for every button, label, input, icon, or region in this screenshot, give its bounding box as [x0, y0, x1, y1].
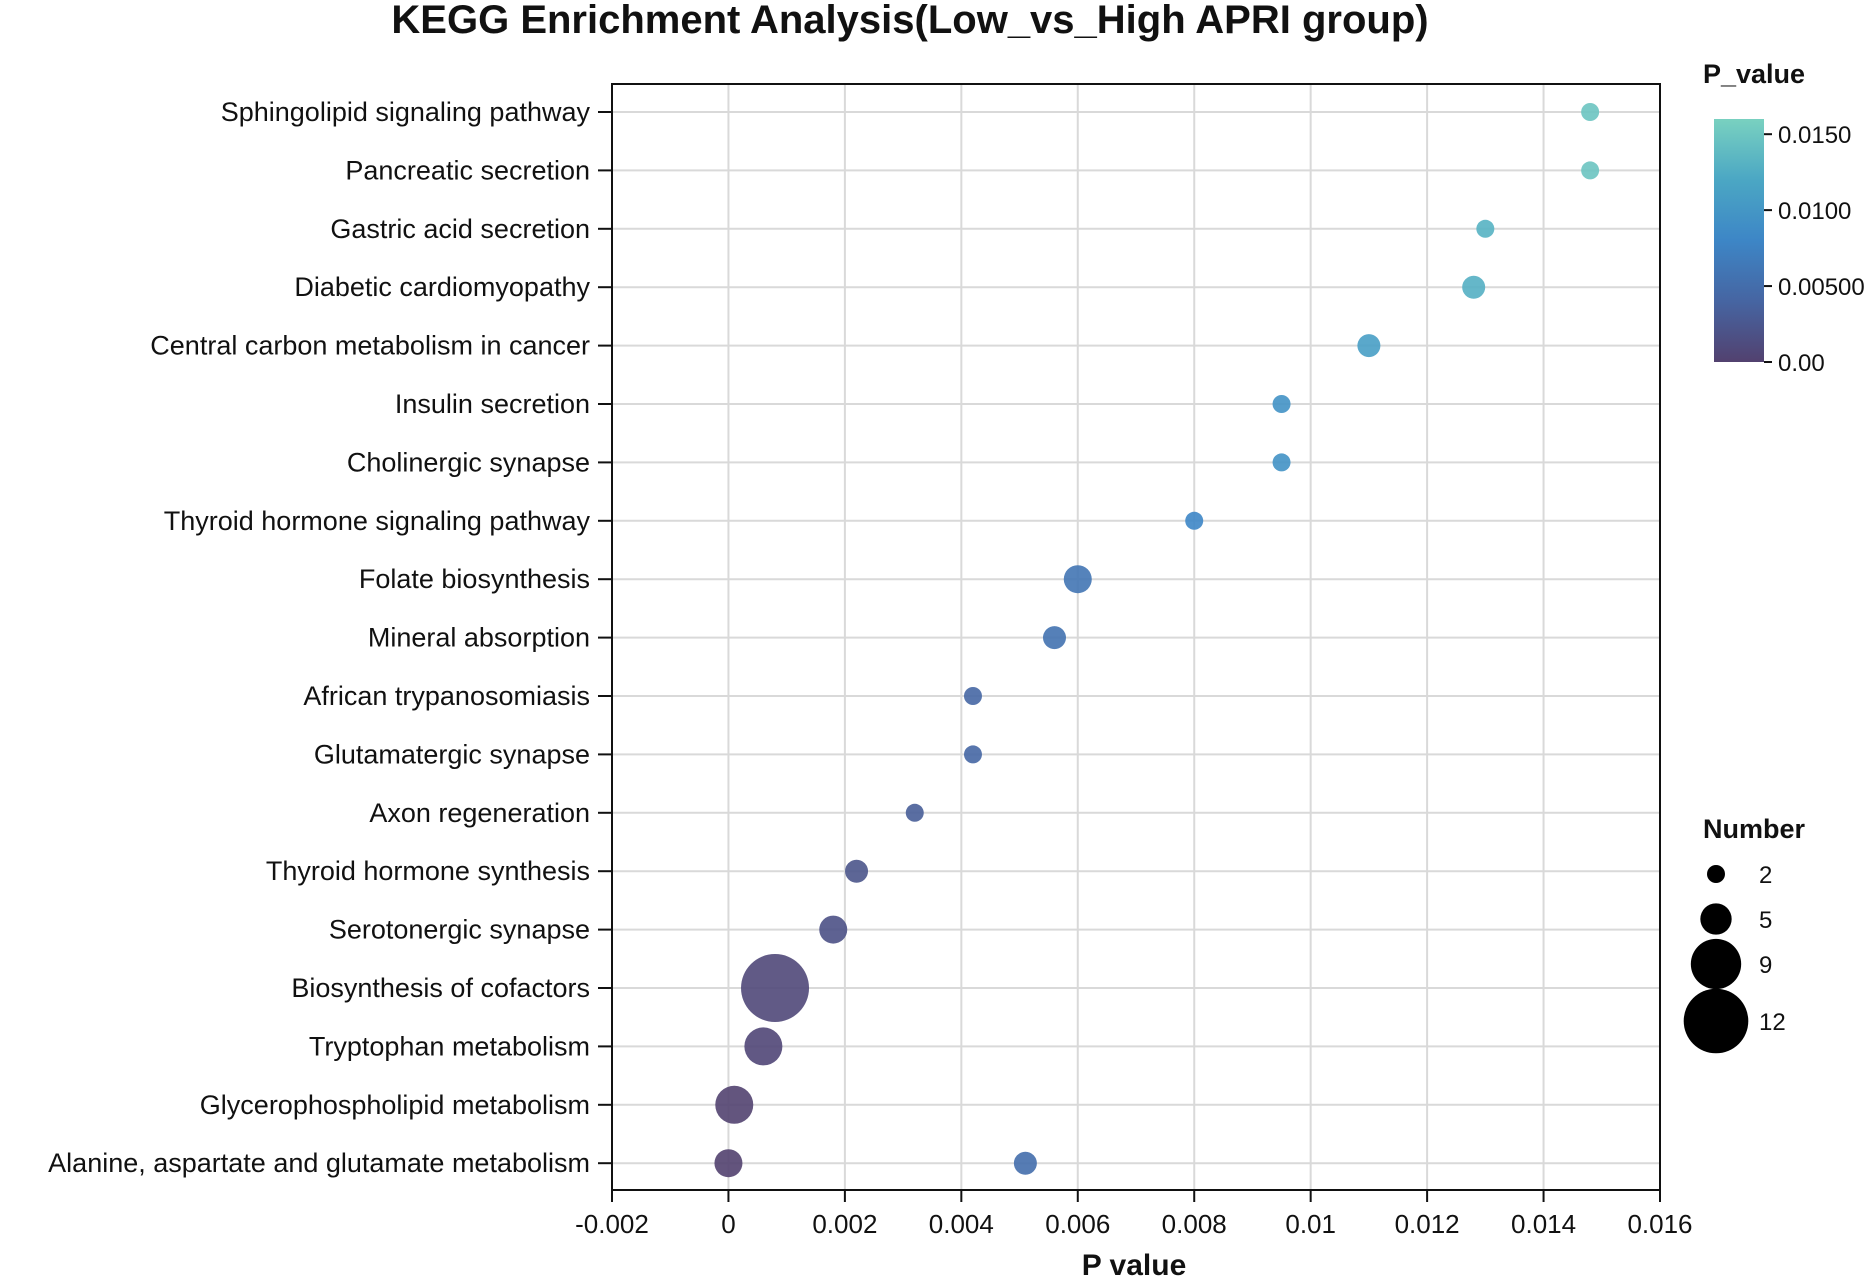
y-category-label: African trypanosomiasis — [303, 681, 590, 711]
y-category-label: Central carbon metabolism in cancer — [150, 331, 590, 361]
x-tick-label: 0.008 — [1162, 1209, 1227, 1239]
data-point — [1581, 103, 1600, 121]
y-category-label: Folate biosynthesis — [359, 564, 590, 594]
y-category-label: Thyroid hormone signaling pathway — [164, 506, 591, 536]
y-category-label: Cholinergic synapse — [347, 447, 590, 477]
color-legend-label: 0.0100 — [1778, 198, 1851, 225]
color-legend-bar — [1714, 119, 1764, 362]
data-point — [1042, 626, 1066, 650]
y-category-label: Insulin secretion — [395, 389, 590, 419]
data-point — [1063, 565, 1092, 594]
x-axis-title: P value — [1082, 1249, 1187, 1279]
size-legend-circle — [1707, 865, 1725, 883]
size-legend-circle — [1683, 988, 1749, 1054]
color-legend: P_value 0.0150 0.0100 0.00500 0.00 — [1703, 59, 1865, 377]
y-category-label: Thyroid hormone synthesis — [266, 856, 590, 886]
y-category-label: Glutamatergic synapse — [314, 739, 590, 769]
data-point — [1476, 219, 1495, 238]
x-tick-label: 0.01 — [1285, 1209, 1336, 1239]
color-legend-label: 0.00500 — [1778, 274, 1865, 301]
data-point — [845, 859, 869, 883]
data-point — [1272, 453, 1291, 472]
color-legend-label: 0.00 — [1778, 350, 1825, 377]
size-legend-label: 2 — [1759, 862, 1772, 889]
x-tick-label: 0.012 — [1395, 1209, 1460, 1239]
y-category-label: Diabetic cardiomyopathy — [294, 272, 590, 302]
x-tick-label: 0.006 — [1045, 1209, 1110, 1239]
y-category-label: Biosynthesis of cofactors — [291, 973, 590, 1003]
y-category-label: Tryptophan metabolism — [309, 1031, 590, 1061]
data-point — [1357, 334, 1381, 358]
y-category-label: Axon regeneration — [369, 798, 590, 828]
data-point — [819, 915, 848, 944]
x-tick-label: 0.014 — [1511, 1209, 1576, 1239]
data-point — [963, 745, 982, 764]
data-point — [1581, 161, 1600, 180]
y-category-label: Serotonergic synapse — [329, 915, 590, 945]
data-point — [744, 1027, 783, 1066]
data-point — [963, 687, 982, 705]
size-legend-title: Number — [1703, 814, 1806, 844]
size-legend-circle — [1700, 903, 1732, 935]
data-point — [905, 803, 924, 822]
y-category-label: Pancreatic secretion — [345, 155, 590, 185]
color-legend-label: 0.0150 — [1778, 122, 1851, 149]
size-legend-label: 12 — [1759, 1009, 1786, 1036]
color-legend-title: P_value — [1703, 59, 1805, 89]
y-category-label: Glycerophospholipid metabolism — [200, 1090, 590, 1120]
points-layer — [714, 103, 1600, 1178]
data-point — [741, 954, 810, 1022]
y-category-label: Gastric acid secretion — [330, 214, 590, 244]
x-tick-label: 0.002 — [812, 1209, 877, 1239]
axis-layer: -0.002 0 0.002 0.004 0.006 0.008 0.01 0.012 0.01… — [48, 83, 1693, 1239]
size-legend-label: 9 — [1759, 952, 1772, 979]
y-category-label: Mineral absorption — [368, 623, 590, 653]
grid-layer — [612, 84, 1660, 1190]
data-point — [1185, 511, 1204, 530]
y-category-label: Sphingolipid signaling pathway — [221, 97, 591, 127]
data-point — [714, 1149, 743, 1178]
data-point — [1272, 395, 1291, 413]
x-tick-label: -0.002 — [575, 1209, 649, 1239]
x-tick-label: 0 — [721, 1209, 735, 1239]
size-legend-label: 5 — [1759, 907, 1772, 934]
size-legend-circle — [1690, 938, 1742, 990]
data-point — [1462, 275, 1486, 299]
y-category-label: Alanine, aspartate and glutamate metabol… — [48, 1148, 590, 1178]
x-tick-label: 0.004 — [929, 1209, 994, 1239]
data-point — [1013, 1151, 1037, 1175]
data-point — [715, 1085, 754, 1124]
size-legend: Number 2 5 9 12 — [1683, 814, 1806, 1054]
chart-title: KEGG Enrichment Analysis(Low_vs_High APR… — [391, 0, 1428, 42]
x-tick-label: 0.016 — [1627, 1209, 1692, 1239]
